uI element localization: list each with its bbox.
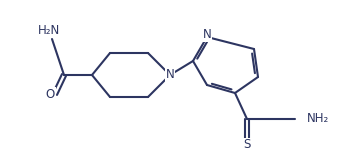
Text: O: O	[45, 87, 55, 100]
Text: H₂N: H₂N	[38, 24, 60, 38]
Text: NH₂: NH₂	[307, 113, 329, 125]
Text: S: S	[243, 138, 251, 152]
Text: N: N	[203, 29, 211, 41]
Text: N: N	[166, 68, 174, 81]
